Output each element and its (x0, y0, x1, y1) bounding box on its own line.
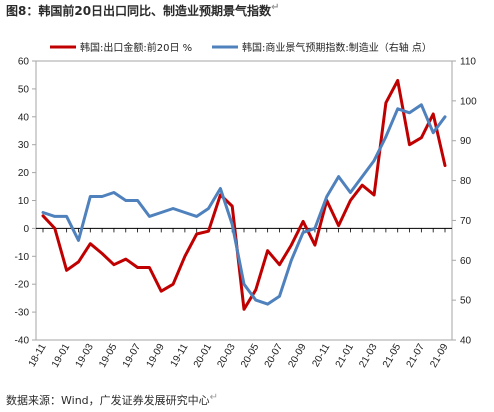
left-axis-tick-label: 30 (18, 140, 30, 151)
x-axis-tick-label: 19-05 (97, 342, 120, 370)
left-axis-tick-label: -10 (15, 252, 30, 263)
left-axis-tick-label: 10 (18, 196, 30, 207)
x-axis-tick-label: 19-03 (74, 342, 97, 370)
x-axis-tick-label: 21-03 (357, 342, 380, 370)
export-yoy-series-line (41, 79, 447, 311)
right-axis-tick-label: 100 (460, 96, 477, 107)
x-axis-tick-label: 20-09 (286, 342, 309, 370)
left-axis-tick-label: 60 (18, 57, 30, 68)
x-axis-tick-label: 20-07 (263, 342, 286, 370)
right-axis-tick-label: 40 (460, 336, 472, 347)
left-axis-tick-label: 50 (18, 84, 30, 95)
left-axis-tick-label: -30 (15, 308, 30, 319)
x-axis-tick-label: 19-01 (50, 342, 73, 370)
x-axis-tick-label: 19-07 (121, 342, 144, 370)
legend-label: 韩国:商业景气预期指数:制造业（右轴 点） (242, 41, 432, 54)
figure-source: 数据来源：Wind，广发证券发展研究中心 ↵ (6, 392, 219, 407)
right-axis-tick-label: 80 (460, 176, 472, 187)
x-axis-tick-label: 18-11 (27, 342, 49, 369)
legend-label: 韩国:出口金额:前20日 % (80, 41, 192, 54)
manufacturing-outlook-series-line (41, 103, 447, 306)
left-axis-tick-label: 0 (23, 224, 29, 235)
x-axis-tick-label: 20-11 (310, 342, 332, 369)
x-axis-tick-label: 21-09 (428, 342, 451, 370)
figure-title: 图8：韩国前20日出口同比、制造业预期景气指数 ↵ (6, 2, 280, 18)
left-axis-tick-label: 40 (18, 112, 30, 123)
x-axis-tick-label: 19-11 (169, 342, 191, 369)
right-axis-tick-label: 60 (460, 256, 472, 267)
x-axis-tick-label: 19-09 (145, 342, 168, 370)
right-axis-tick-label: 50 (460, 296, 472, 307)
left-axis-tick-label: -20 (15, 280, 30, 291)
x-axis-tick-label: 21-05 (381, 342, 404, 370)
left-axis-tick-label: 20 (18, 168, 30, 179)
x-axis-tick-label: 20-01 (192, 342, 215, 370)
right-axis-tick-label: 110 (460, 57, 476, 68)
left-axis-tick-label: -40 (15, 336, 30, 347)
x-axis-tick-label: 21-07 (405, 342, 428, 370)
right-axis-tick-label: 70 (460, 216, 472, 227)
x-axis-tick-label: 20-03 (215, 342, 238, 370)
x-axis-tick-label: 20-05 (239, 342, 262, 370)
right-axis-tick-label: 90 (460, 136, 472, 147)
x-axis-tick-label: 21-01 (334, 342, 357, 370)
